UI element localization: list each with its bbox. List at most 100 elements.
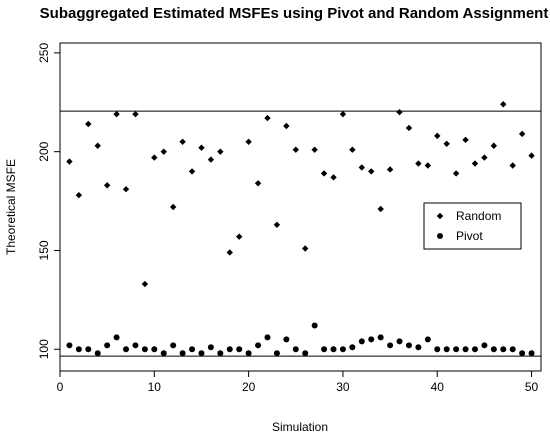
point-pivot (311, 322, 318, 329)
point-pivot (509, 346, 516, 353)
point-pivot (321, 346, 328, 353)
point-pivot (443, 346, 450, 353)
point-pivot (207, 344, 214, 351)
point-pivot (132, 342, 139, 349)
point-pivot (519, 350, 526, 357)
point-pivot (236, 346, 243, 353)
point-pivot (292, 346, 299, 353)
x-tick-label: 20 (242, 380, 256, 394)
point-random (490, 142, 498, 149)
point-pivot (255, 342, 262, 349)
point-pivot (283, 336, 290, 343)
series-random (66, 101, 535, 288)
point-pivot (189, 346, 196, 353)
point-random (405, 124, 413, 132)
point-pivot (415, 344, 422, 351)
point-pivot (264, 334, 271, 341)
point-random (245, 138, 252, 145)
point-pivot (85, 346, 92, 353)
point-random (141, 280, 149, 288)
point-random (217, 148, 224, 155)
point-pivot (75, 346, 82, 353)
point-pivot (94, 350, 101, 357)
point-random (330, 174, 337, 181)
point-random (302, 245, 309, 252)
point-pivot (113, 334, 120, 341)
reference-lines (60, 110, 541, 357)
y-tick-label: 100 (37, 339, 51, 359)
point-random (339, 110, 347, 118)
point-pivot (500, 346, 507, 353)
point-random (113, 110, 120, 118)
point-random (94, 142, 101, 149)
point-pivot (387, 342, 394, 349)
point-random (273, 221, 281, 228)
point-pivot (104, 342, 111, 349)
point-random (386, 166, 394, 173)
legend: Random Pivot (423, 202, 522, 250)
point-random (349, 146, 356, 153)
point-random (151, 154, 158, 161)
point-random (75, 191, 83, 199)
point-random (283, 122, 290, 130)
point-pivot (151, 346, 158, 353)
point-random (179, 138, 186, 145)
series-pivot (66, 322, 535, 357)
point-random (226, 249, 233, 256)
point-random (169, 203, 177, 211)
legend-label-random: Random (456, 209, 501, 223)
point-pivot (170, 342, 177, 349)
point-pivot (198, 350, 205, 357)
point-pivot (405, 342, 412, 349)
point-random (377, 205, 384, 213)
legend-items: Random Pivot (436, 209, 501, 243)
point-pivot (453, 346, 460, 353)
point-random (481, 154, 488, 161)
point-pivot (377, 334, 384, 341)
x-tick-label: 40 (431, 380, 445, 394)
point-random (188, 168, 196, 175)
legend-marker-pivot (437, 233, 443, 239)
point-pivot (226, 346, 233, 353)
x-tick-label: 0 (57, 380, 64, 394)
point-random (434, 132, 441, 140)
point-random (500, 101, 507, 108)
point-pivot (349, 344, 356, 351)
point-random (264, 114, 271, 122)
point-random (66, 158, 73, 165)
point-random (254, 180, 262, 187)
point-pivot (434, 346, 441, 353)
point-random (358, 164, 366, 171)
point-random (471, 160, 479, 167)
point-random (85, 120, 92, 128)
point-pivot (481, 342, 488, 349)
point-random (311, 146, 318, 153)
point-random (292, 146, 299, 153)
point-random (462, 136, 469, 144)
y-axis-label: Theoretical MSFE (4, 159, 18, 255)
point-random (509, 162, 516, 169)
x-tick-label: 50 (525, 380, 539, 394)
point-random (443, 140, 450, 147)
point-random (122, 186, 130, 193)
point-random (103, 182, 111, 189)
point-pivot (424, 336, 431, 343)
y-axis: 100 150 200 250 (37, 43, 60, 359)
point-pivot (339, 346, 346, 353)
point-random (528, 152, 535, 159)
point-pivot (273, 350, 280, 357)
point-pivot (245, 350, 252, 357)
point-pivot (330, 346, 337, 353)
point-random (235, 233, 243, 240)
y-tick-label: 250 (37, 43, 51, 63)
point-random (424, 162, 432, 169)
point-random (518, 130, 526, 138)
point-random (160, 148, 167, 155)
point-pivot (490, 346, 497, 353)
legend-marker-random (436, 212, 444, 220)
chart-title: Subaggregated Estimated MSFEs using Pivo… (40, 5, 549, 22)
point-pivot (358, 338, 365, 345)
point-pivot (302, 350, 309, 357)
y-tick-label: 200 (37, 141, 51, 161)
point-random (368, 168, 375, 175)
